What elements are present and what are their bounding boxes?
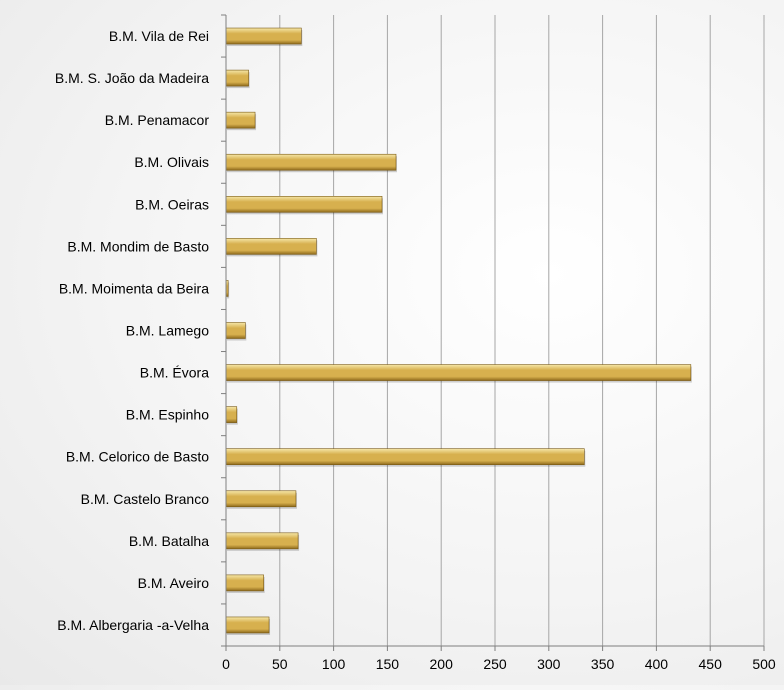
bar — [225, 196, 383, 213]
bar — [225, 69, 249, 87]
category-label: B.M. Penamacor — [105, 112, 210, 128]
x-tick-label: 300 — [537, 656, 561, 672]
bar — [225, 532, 299, 550]
category-label: B.M. S. João da Madeira — [55, 70, 209, 86]
bar — [225, 448, 585, 466]
category-label: B.M. Castelo Branco — [81, 491, 210, 507]
x-tick-label: 50 — [272, 656, 288, 672]
bar — [225, 574, 264, 592]
bar — [225, 322, 246, 339]
category-label: B.M. Aveiro — [138, 575, 210, 591]
category-label: B.M. Vila de Rei — [109, 28, 209, 44]
category-label: B.M. Moimenta da Beira — [59, 280, 209, 296]
bar — [225, 406, 238, 423]
category-label: B.M. Oeiras — [135, 196, 209, 212]
x-tick-label: 0 — [222, 656, 230, 672]
category-label: B.M. Celorico de Basto — [66, 449, 209, 465]
category-label: B.M. Lamego — [126, 323, 209, 339]
category-label: B.M. Olivais — [134, 154, 209, 170]
bar — [225, 364, 692, 381]
axes — [221, 14, 765, 651]
x-tick-label: 400 — [645, 656, 669, 672]
x-tick-label: 450 — [699, 656, 723, 672]
category-labels: B.M. Vila de Rei B.M. S. João da Madeira B… — [55, 28, 209, 633]
x-tick-labels: 0 50 100 150 200 250 300 350 400 450 500 — [222, 656, 776, 672]
bar — [225, 153, 397, 171]
category-label: B.M. Espinho — [126, 407, 209, 423]
x-tick-label: 100 — [322, 656, 346, 672]
x-tick-label: 250 — [483, 656, 507, 672]
category-label: B.M. Mondim de Basto — [67, 238, 209, 254]
bar — [225, 238, 317, 255]
bar — [225, 490, 297, 508]
category-label: B.M. Batalha — [129, 533, 209, 549]
category-label: B.M. Albergaria -a-Velha — [57, 617, 209, 633]
bars — [225, 27, 692, 635]
bar — [225, 111, 256, 129]
bar — [225, 616, 270, 634]
category-label: B.M. Évora — [140, 365, 209, 381]
x-tick-label: 500 — [752, 656, 776, 672]
x-tick-label: 200 — [430, 656, 454, 672]
x-tick-label: 150 — [376, 656, 400, 672]
x-tick-label: 350 — [591, 656, 615, 672]
bar — [225, 27, 302, 45]
gridlines — [279, 15, 765, 646]
